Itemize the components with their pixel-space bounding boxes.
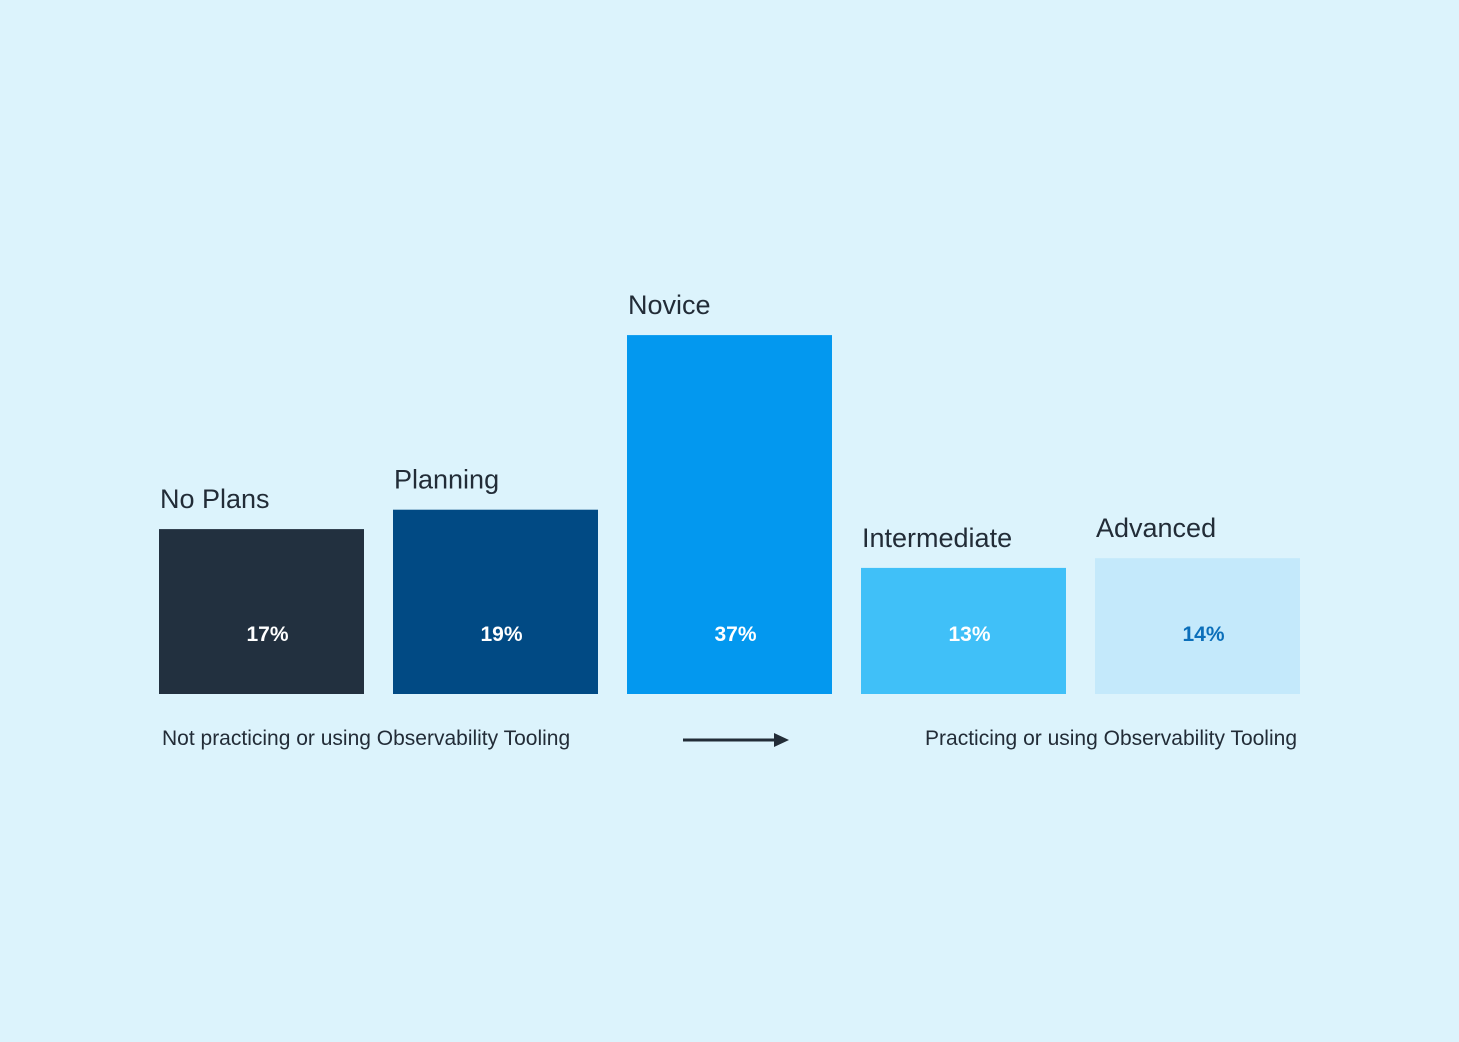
value-label: 13% (948, 623, 990, 646)
category-label: No Plans (160, 484, 270, 514)
value-label: 19% (480, 623, 522, 646)
bar-novice (627, 335, 832, 694)
right-annotation: Practicing or using Observability Toolin… (925, 727, 1297, 750)
category-label: Novice (628, 290, 711, 320)
left-annotation: Not practicing or using Observability To… (162, 727, 570, 750)
value-label: 14% (1182, 623, 1224, 646)
bar-planning (393, 509, 598, 694)
right-arrow-icon (683, 733, 789, 747)
category-label: Planning (394, 465, 499, 495)
bar-advanced (1095, 558, 1300, 694)
value-label: 17% (246, 623, 288, 646)
category-label: Intermediate (862, 523, 1012, 553)
value-label: 37% (714, 623, 756, 646)
bar-no-plans (159, 529, 364, 694)
category-label: Advanced (1096, 513, 1216, 543)
bar-intermediate (861, 567, 1066, 694)
